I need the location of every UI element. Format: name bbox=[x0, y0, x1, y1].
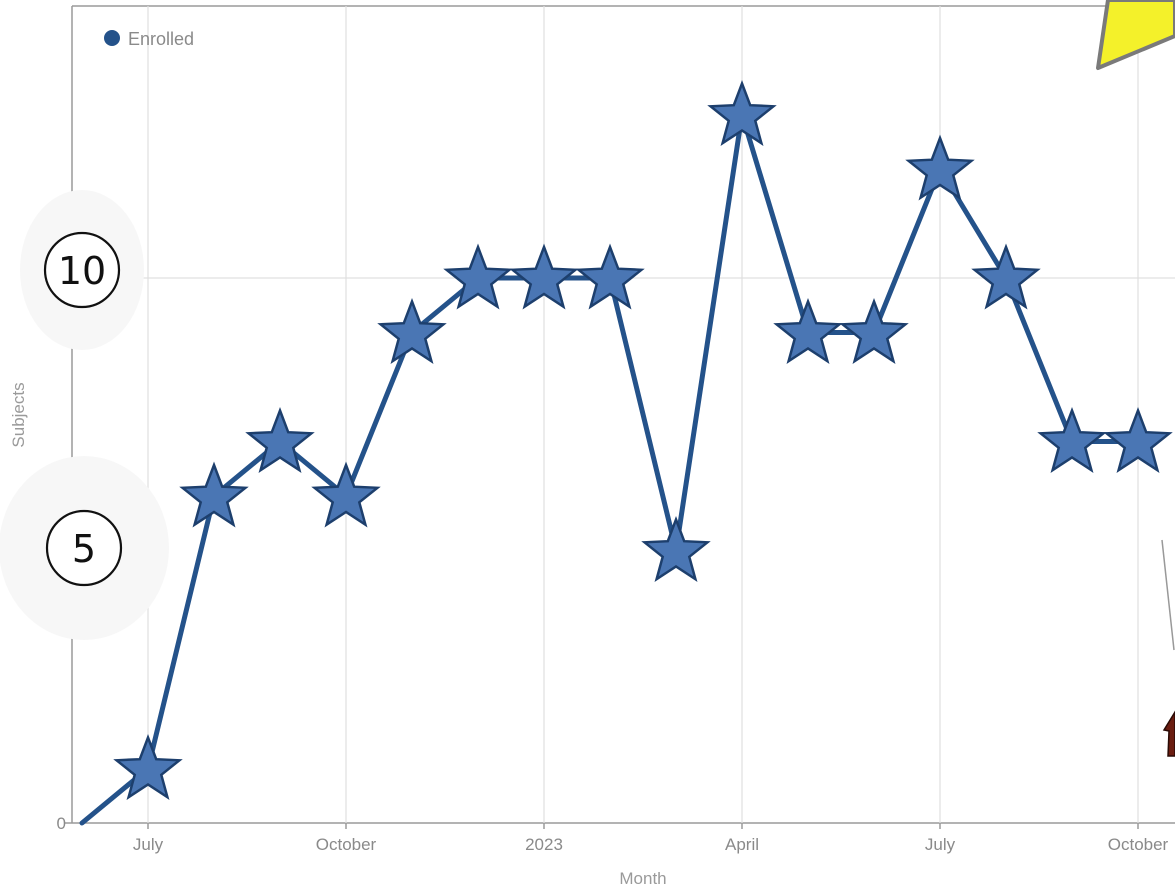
data-point-2023-06 bbox=[839, 297, 909, 365]
circled-annotation-5-ring bbox=[45, 509, 123, 587]
y-axis-title: Subjects bbox=[9, 382, 28, 447]
data-point-2022-07 bbox=[113, 733, 183, 801]
yellow-star-icon bbox=[1096, 0, 1175, 70]
data-point-2022-08 bbox=[179, 461, 249, 528]
grid-lines bbox=[72, 6, 1175, 823]
data-point-2023-02 bbox=[575, 243, 645, 310]
x-tick-label-1: October bbox=[316, 835, 377, 854]
circled-annotation-10-ring bbox=[43, 231, 121, 309]
data-point-2023-10 bbox=[1103, 406, 1173, 474]
data-point-2023-01 bbox=[509, 243, 579, 310]
x-tick-labels: July October 2023 April July October bbox=[133, 835, 1169, 854]
x-tick-label-3: April bbox=[725, 835, 759, 854]
data-point-2022-11 bbox=[377, 297, 447, 365]
legend: Enrolled bbox=[104, 29, 194, 49]
y-tick-label-0: 0 bbox=[57, 814, 66, 833]
data-point-2023-09 bbox=[1037, 406, 1107, 474]
data-point-2022-10 bbox=[311, 461, 381, 528]
arrow-icon bbox=[1161, 539, 1175, 757]
x-tick-label-4: July bbox=[925, 835, 956, 854]
legend-label: Enrolled bbox=[128, 29, 194, 49]
x-axis-title: Month bbox=[619, 869, 666, 888]
series-enrolled bbox=[79, 112, 1141, 826]
circled-annotations: 10 5 bbox=[0, 190, 169, 640]
x-tick-label-2: 2023 bbox=[525, 835, 563, 854]
data-point-2023-03 bbox=[641, 515, 711, 583]
x-tick-label-0: July bbox=[133, 835, 164, 854]
data-point-2023-05 bbox=[773, 297, 843, 365]
data-point-2023-04 bbox=[707, 79, 777, 147]
series-line-enrolled bbox=[79, 112, 1141, 826]
legend-marker bbox=[104, 30, 120, 46]
circled-annotation-10: 10 bbox=[58, 249, 106, 293]
data-point-2023-07 bbox=[905, 134, 975, 201]
data-point-2022-09 bbox=[245, 406, 315, 474]
circled-annotation-5: 5 bbox=[72, 527, 96, 571]
data-point-2023-08 bbox=[971, 243, 1041, 310]
x-tick-label-5: October bbox=[1108, 835, 1169, 854]
data-point-2022-12 bbox=[443, 243, 513, 310]
axis-ticks bbox=[64, 822, 1139, 829]
series-markers bbox=[113, 79, 1173, 801]
